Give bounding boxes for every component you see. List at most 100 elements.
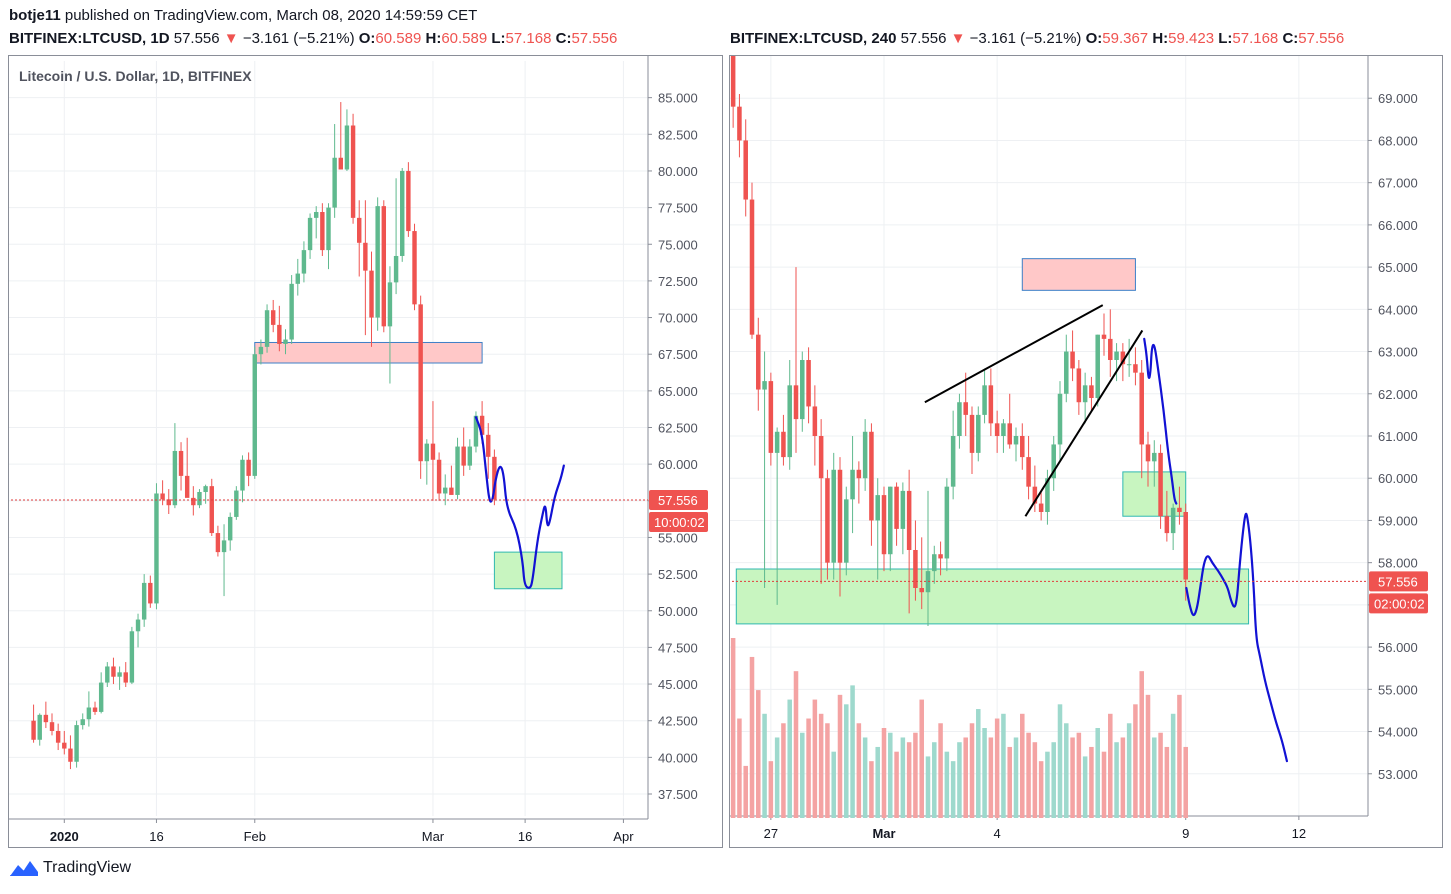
candle[interactable] <box>98 672 104 714</box>
candle[interactable] <box>258 339 264 365</box>
candle[interactable] <box>831 452 836 580</box>
candle[interactable] <box>1045 469 1050 525</box>
candle[interactable] <box>1158 444 1163 529</box>
projection-drawing[interactable] <box>1185 512 1289 763</box>
candle[interactable] <box>240 455 245 503</box>
candle[interactable] <box>925 490 931 626</box>
candle[interactable] <box>86 691 92 727</box>
candle[interactable] <box>320 203 325 256</box>
candle[interactable] <box>234 486 239 520</box>
candle[interactable] <box>800 351 805 432</box>
candle[interactable] <box>246 452 251 487</box>
candle[interactable] <box>31 704 36 743</box>
candle[interactable] <box>850 436 855 534</box>
candle[interactable] <box>1177 486 1182 525</box>
candle[interactable] <box>449 465 454 495</box>
candle[interactable] <box>209 478 214 536</box>
candle[interactable] <box>812 385 818 466</box>
candle[interactable] <box>894 482 899 546</box>
candle[interactable] <box>123 662 128 687</box>
candle[interactable] <box>1064 334 1069 403</box>
green-zone-box[interactable] <box>735 568 1250 625</box>
candle[interactable] <box>806 347 811 424</box>
left-chart-panel[interactable]: 37.500 40.000 42.500 45.000 47.500 50.000 52.5… <box>8 55 723 848</box>
candle[interactable] <box>1164 490 1170 542</box>
candle[interactable] <box>393 178 399 295</box>
candle[interactable] <box>49 713 55 736</box>
candle[interactable] <box>1020 423 1025 470</box>
candle[interactable] <box>825 469 830 580</box>
candle[interactable] <box>957 393 962 449</box>
candle[interactable] <box>906 469 912 614</box>
candle[interactable] <box>129 626 135 685</box>
candle[interactable] <box>430 401 436 501</box>
candle[interactable] <box>215 525 221 557</box>
candle[interactable] <box>888 486 893 572</box>
candle[interactable] <box>387 266 393 384</box>
trendline[interactable] <box>1024 329 1144 517</box>
candle[interactable] <box>418 295 423 479</box>
candle[interactable] <box>270 299 276 333</box>
candle[interactable] <box>1170 503 1176 550</box>
candle[interactable] <box>1057 381 1063 462</box>
candle[interactable] <box>191 486 196 516</box>
candle[interactable] <box>277 305 282 352</box>
candle[interactable] <box>944 478 950 572</box>
candle[interactable] <box>1051 436 1056 491</box>
candle[interactable] <box>818 419 824 584</box>
candle[interactable] <box>1013 427 1019 462</box>
candle[interactable] <box>856 461 862 504</box>
candle[interactable] <box>988 368 994 436</box>
candle[interactable] <box>1007 393 1012 449</box>
candle[interactable] <box>166 489 171 514</box>
candle[interactable] <box>117 666 122 690</box>
candle[interactable] <box>406 162 411 237</box>
candle[interactable] <box>74 720 79 768</box>
candle[interactable] <box>950 410 956 500</box>
right-chart-panel[interactable]: 53.00054.00055.00056.00057.00058.00059.0… <box>729 55 1443 848</box>
candle[interactable] <box>1070 330 1075 382</box>
candle[interactable] <box>301 241 307 283</box>
candle[interactable] <box>963 372 968 436</box>
candle[interactable] <box>467 439 473 471</box>
candle[interactable] <box>350 113 356 224</box>
candle[interactable] <box>737 94 742 158</box>
candle[interactable] <box>1026 436 1031 500</box>
candle[interactable] <box>1114 343 1119 382</box>
green-zone-box[interactable] <box>493 551 563 590</box>
candle[interactable] <box>881 486 887 572</box>
candle[interactable] <box>264 304 270 353</box>
left-chart-canvas[interactable]: 37.500 40.000 42.500 45.000 47.500 50.000 52.5… <box>9 56 724 849</box>
candle[interactable] <box>869 423 874 546</box>
candle[interactable] <box>781 414 786 466</box>
candle[interactable] <box>412 223 417 311</box>
candle[interactable] <box>184 437 190 498</box>
candle[interactable] <box>913 520 918 601</box>
candle[interactable] <box>148 575 153 608</box>
candle[interactable] <box>844 486 849 576</box>
candle[interactable] <box>197 489 202 509</box>
candle[interactable] <box>178 442 184 491</box>
candle[interactable] <box>461 427 466 476</box>
candle[interactable] <box>105 662 110 687</box>
trendline[interactable] <box>924 304 1104 404</box>
candle[interactable] <box>283 329 288 355</box>
right-chart-canvas[interactable]: 53.00054.00055.00056.00057.00058.00059.0… <box>730 56 1444 849</box>
candle[interactable] <box>1133 347 1138 386</box>
candle[interactable] <box>1089 376 1094 411</box>
candle[interactable] <box>252 346 257 479</box>
candle[interactable] <box>932 545 937 584</box>
candle[interactable] <box>307 213 313 259</box>
candle[interactable] <box>768 372 774 466</box>
candle[interactable] <box>381 200 387 333</box>
candle[interactable] <box>1183 503 1188 601</box>
candle[interactable] <box>756 317 761 411</box>
candle[interactable] <box>1145 431 1151 487</box>
candle[interactable] <box>976 406 981 462</box>
candle[interactable] <box>154 483 159 610</box>
candle[interactable] <box>787 360 792 470</box>
candle[interactable] <box>313 206 319 239</box>
candle[interactable] <box>62 730 67 755</box>
candle[interactable] <box>344 109 350 171</box>
candle[interactable] <box>793 267 799 453</box>
